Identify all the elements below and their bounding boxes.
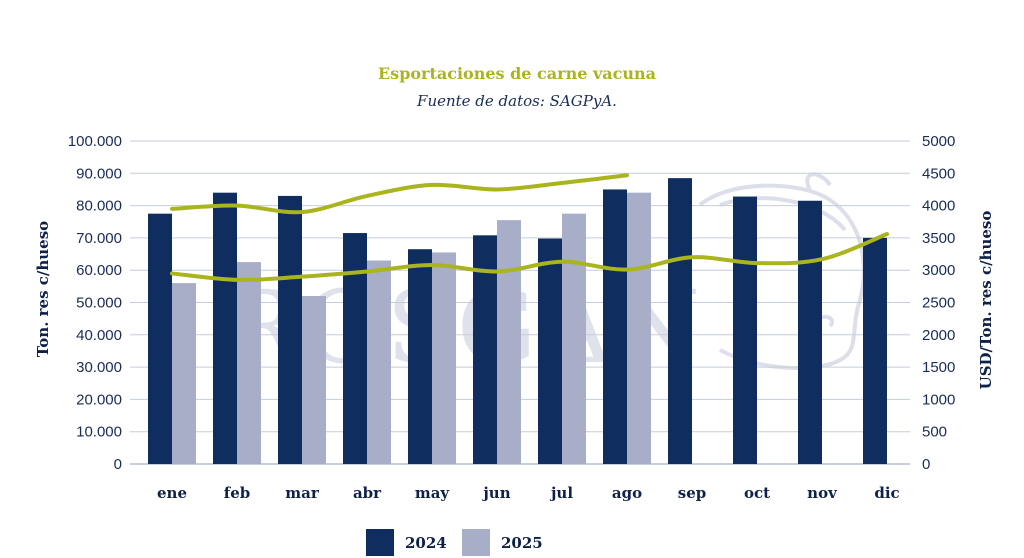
y-tick-label-right: 3000 bbox=[922, 262, 955, 279]
y-tick-label-right: 4500 bbox=[922, 165, 955, 182]
x-tick-label: nov bbox=[807, 484, 838, 502]
y-tick-label-right: 1500 bbox=[922, 359, 955, 376]
chart-subtitle: Fuente de datos: SAGPyA. bbox=[416, 92, 617, 110]
y-tick-label-left: 60.000 bbox=[76, 262, 122, 279]
axes: 0 0 10.000 500 20.000 1000 30.000 1500 40.000 200… bbox=[68, 133, 956, 502]
y-tick-label-right: 500 bbox=[922, 424, 947, 441]
bar-2024-feb bbox=[213, 192, 237, 464]
x-tick-label: jun bbox=[481, 484, 510, 502]
bar-2024-may bbox=[408, 249, 432, 464]
y-tick-label-left: 50.000 bbox=[76, 295, 122, 312]
legend-swatch-2024 bbox=[366, 529, 394, 556]
bar-2025-abr bbox=[367, 260, 391, 464]
bar-2024-ene bbox=[148, 213, 172, 464]
legend: 2024 2025 bbox=[366, 529, 543, 556]
bar-2024-jul bbox=[538, 238, 562, 464]
y-tick-label-right: 5000 bbox=[922, 133, 955, 150]
y-tick-label-right: 0 bbox=[922, 456, 930, 473]
legend-label-2025: 2025 bbox=[501, 534, 543, 552]
bar-2025-ago bbox=[627, 192, 651, 464]
price-lines bbox=[170, 173, 889, 282]
y-tick-label-left: 70.000 bbox=[76, 230, 122, 247]
x-tick-label: ene bbox=[157, 484, 187, 502]
bar-2024-sep bbox=[668, 178, 692, 464]
x-tick-label: mar bbox=[285, 484, 320, 502]
y-tick-label-right: 2000 bbox=[922, 327, 955, 344]
y-tick-label-left: 40.000 bbox=[76, 327, 122, 344]
chart-title: Esportaciones de carne vacuna bbox=[378, 64, 656, 83]
x-tick-label: dic bbox=[874, 484, 899, 502]
y-tick-label-right: 3500 bbox=[922, 230, 955, 247]
bull-logo-icon bbox=[698, 172, 866, 371]
y-tick-label-left: 20.000 bbox=[76, 391, 122, 408]
x-tick-label: may bbox=[415, 484, 451, 502]
bars bbox=[148, 178, 887, 464]
legend-swatch-2025 bbox=[462, 529, 490, 556]
y-tick-label-right: 2500 bbox=[922, 295, 955, 312]
x-tick-label: ago bbox=[612, 484, 642, 502]
legend-label-2024: 2024 bbox=[405, 534, 447, 552]
bar-2025-may bbox=[432, 252, 456, 464]
bar-2025-jul bbox=[562, 213, 586, 464]
bar-2025-feb bbox=[237, 262, 261, 464]
y-tick-label-right: 4000 bbox=[922, 198, 955, 215]
bar-2025-ene bbox=[172, 283, 196, 464]
y-tick-label-left: 90.000 bbox=[76, 165, 122, 182]
x-tick-label: feb bbox=[224, 484, 250, 502]
bar-2024-abr bbox=[343, 233, 367, 464]
bar-2025-jun bbox=[497, 220, 521, 464]
bar-2024-nov bbox=[798, 200, 822, 464]
bar-2024-oct bbox=[733, 196, 757, 464]
bar-2024-mar bbox=[278, 195, 302, 464]
price-line-3 bbox=[170, 232, 889, 282]
bar-2024-dic bbox=[863, 237, 887, 464]
y-tick-label-left: 10.000 bbox=[76, 424, 122, 441]
y-axis-left-title: Ton. res c/hueso bbox=[34, 221, 52, 357]
x-tick-label: sep bbox=[678, 484, 706, 502]
y-tick-label-right: 1000 bbox=[922, 391, 955, 408]
y-tick-label-left: 100.000 bbox=[68, 133, 122, 150]
x-tick-label: jul bbox=[549, 484, 573, 502]
y-tick-label-left: 80.000 bbox=[76, 198, 122, 215]
x-tick-label: oct bbox=[744, 484, 770, 502]
price-line-2 bbox=[170, 173, 629, 215]
y-tick-label-left: 0 bbox=[114, 456, 122, 473]
bar-2024-ago bbox=[603, 189, 627, 464]
x-tick-label: abr bbox=[353, 484, 382, 502]
y-axis-right-title: USD/Ton. res c/hueso bbox=[977, 211, 995, 390]
y-tick-label-left: 30.000 bbox=[76, 359, 122, 376]
bar-2025-mar bbox=[302, 296, 326, 464]
